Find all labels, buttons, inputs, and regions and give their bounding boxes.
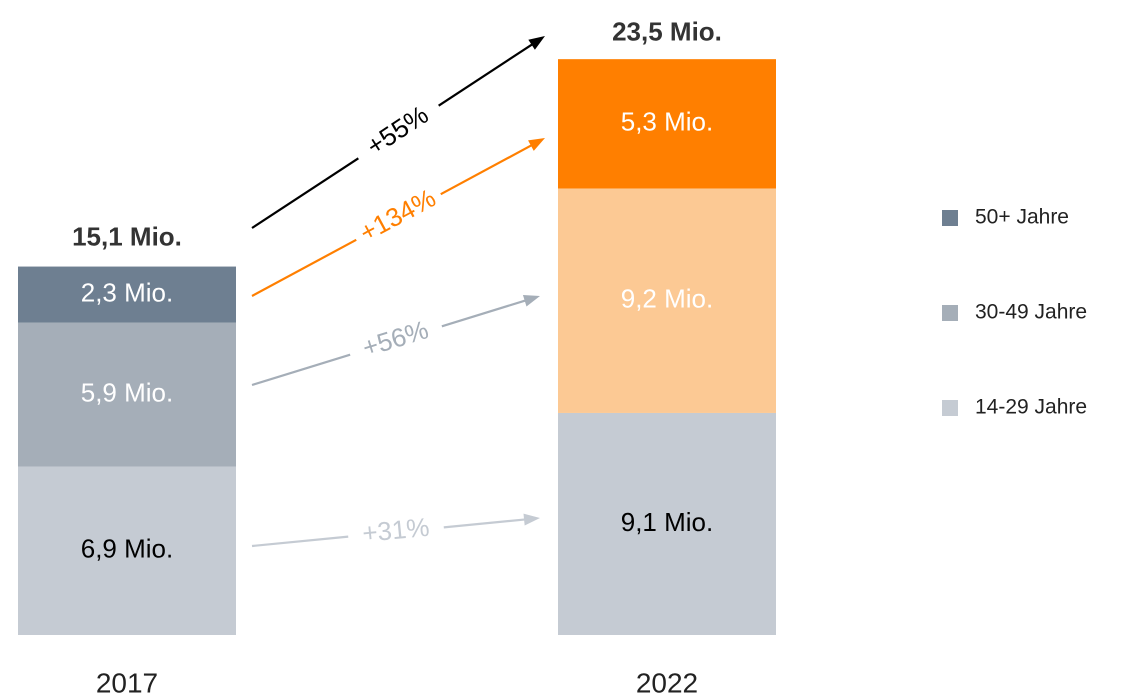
annotation: +134%: [354, 183, 440, 248]
legend-swatch: [942, 400, 958, 416]
legend-label: 14-29 Jahre: [975, 396, 1087, 419]
arrow-line: [251, 238, 357, 297]
legend-label: 30-49 Jahre: [975, 301, 1087, 324]
arrow-head: [528, 36, 545, 50]
value-label: 2,3 Mio.: [81, 277, 174, 307]
arrow-line: [441, 298, 529, 328]
bar-segment: [558, 188, 776, 413]
arrow-line: [251, 535, 349, 548]
value-label: 9,2 Mio.: [621, 284, 714, 314]
total-label: 15,1 Mio.: [72, 221, 182, 251]
value-label: 5,3 Mio.: [621, 107, 714, 137]
arrow-line: [251, 353, 351, 387]
legend-label: 50+ Jahre: [975, 206, 1069, 229]
x-tick-label: 2017: [96, 667, 158, 698]
value-label: 5,9 Mio.: [81, 378, 174, 408]
arrow-head: [528, 138, 545, 151]
annotation: +56%: [359, 314, 432, 363]
value-label: 6,9 Mio.: [81, 534, 174, 564]
legend-swatch: [942, 305, 958, 321]
x-tick-label: 2022: [636, 667, 698, 698]
annotation: +55%: [361, 99, 434, 161]
bar-segment: [18, 322, 236, 467]
arrow-line: [438, 41, 536, 107]
bar-segment: [558, 59, 776, 189]
arrow-head: [522, 294, 540, 307]
bar-segment: [18, 466, 236, 635]
arrow-line: [251, 157, 359, 229]
arrow-line: [443, 518, 529, 529]
legend-swatch: [942, 210, 958, 226]
arrow-head: [523, 513, 540, 526]
arrow-line: [440, 142, 535, 196]
value-label: 9,1 Mio.: [621, 507, 714, 537]
bar-segment: [558, 412, 776, 635]
bar-segment: [18, 266, 236, 323]
annotation: +31%: [361, 512, 431, 548]
total-label: 23,5 Mio.: [612, 16, 722, 46]
